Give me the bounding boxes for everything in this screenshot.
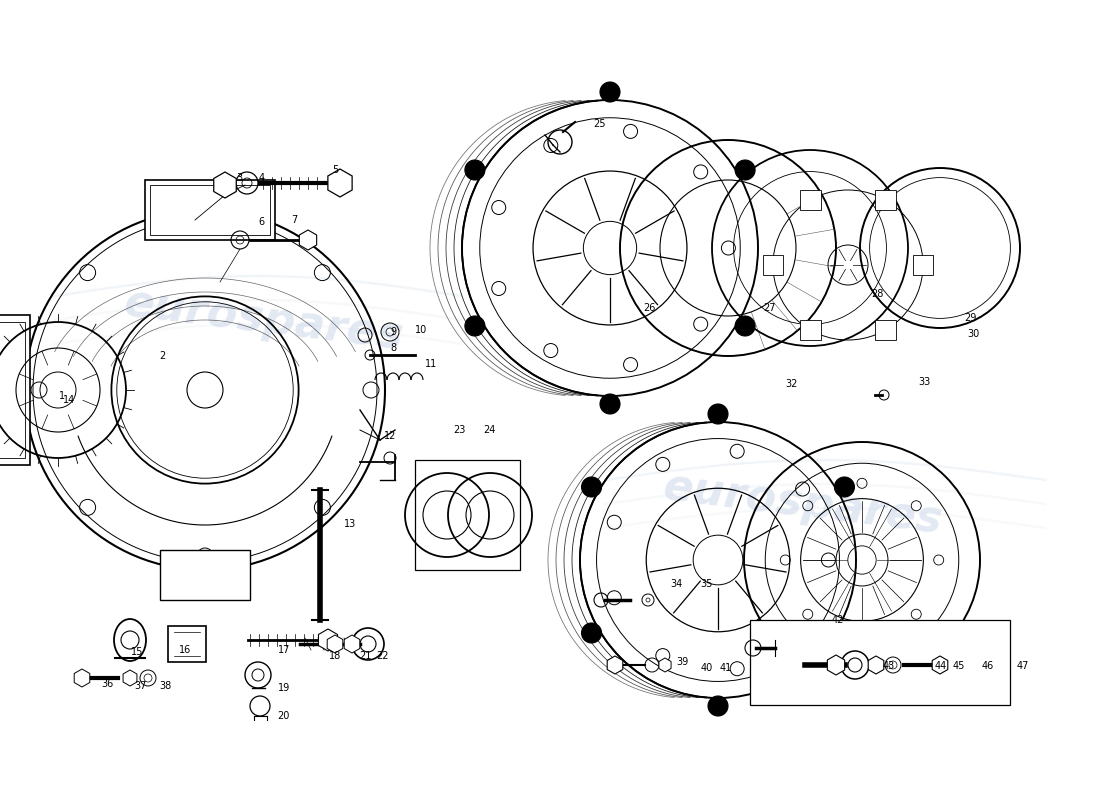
Text: 32: 32 xyxy=(785,379,799,389)
Text: 21: 21 xyxy=(359,651,372,661)
Bar xyxy=(168,626,206,662)
Bar xyxy=(145,180,275,240)
Text: 12: 12 xyxy=(384,431,397,441)
Text: 11: 11 xyxy=(425,359,438,369)
Text: 19: 19 xyxy=(277,683,290,693)
Bar xyxy=(150,185,270,235)
Text: 17: 17 xyxy=(277,645,290,654)
Circle shape xyxy=(708,696,728,716)
FancyBboxPatch shape xyxy=(800,320,821,340)
Text: 30: 30 xyxy=(967,330,980,339)
Text: 22: 22 xyxy=(376,651,389,661)
Text: 36: 36 xyxy=(101,679,114,689)
Text: 29: 29 xyxy=(964,314,977,323)
Text: 15: 15 xyxy=(131,647,144,657)
FancyBboxPatch shape xyxy=(876,190,895,210)
Circle shape xyxy=(465,316,485,336)
Circle shape xyxy=(582,623,602,643)
Text: 44: 44 xyxy=(934,661,947,670)
FancyBboxPatch shape xyxy=(913,254,933,275)
Text: 18: 18 xyxy=(329,651,342,661)
Text: 40: 40 xyxy=(700,663,713,673)
Text: 2: 2 xyxy=(160,351,166,361)
Bar xyxy=(160,550,250,600)
Text: 28: 28 xyxy=(871,290,884,299)
Text: 27: 27 xyxy=(763,303,777,313)
Circle shape xyxy=(735,316,755,336)
Text: 39: 39 xyxy=(675,658,689,667)
FancyBboxPatch shape xyxy=(876,320,895,340)
Text: 16: 16 xyxy=(178,645,191,654)
Circle shape xyxy=(708,404,728,424)
Text: 1: 1 xyxy=(58,391,65,401)
Text: 13: 13 xyxy=(343,519,356,529)
Circle shape xyxy=(582,477,602,497)
Text: 14: 14 xyxy=(63,395,76,405)
Text: 23: 23 xyxy=(453,426,466,435)
FancyBboxPatch shape xyxy=(800,190,821,210)
Circle shape xyxy=(465,160,485,180)
Text: 43: 43 xyxy=(882,661,895,670)
Bar xyxy=(0,322,25,458)
Text: 7: 7 xyxy=(292,215,298,225)
Text: 35: 35 xyxy=(700,579,713,589)
Text: 8: 8 xyxy=(390,343,397,353)
Bar xyxy=(0,315,30,465)
Text: 9: 9 xyxy=(390,327,397,337)
Text: 5: 5 xyxy=(332,165,339,174)
Text: 26: 26 xyxy=(642,303,656,313)
Text: 24: 24 xyxy=(483,426,496,435)
Text: eurospares: eurospares xyxy=(661,466,945,542)
Text: 41: 41 xyxy=(719,663,733,673)
Text: 37: 37 xyxy=(134,682,147,691)
Bar xyxy=(415,460,520,570)
Circle shape xyxy=(600,82,620,102)
Text: 3: 3 xyxy=(236,173,243,182)
Text: 33: 33 xyxy=(917,378,931,387)
Text: 38: 38 xyxy=(158,682,172,691)
Text: 25: 25 xyxy=(593,119,606,129)
Text: 34: 34 xyxy=(670,579,683,589)
Bar xyxy=(750,620,1010,705)
Text: 45: 45 xyxy=(953,661,966,670)
Circle shape xyxy=(835,477,855,497)
Circle shape xyxy=(735,160,755,180)
Text: 46: 46 xyxy=(981,661,994,670)
Text: 10: 10 xyxy=(415,325,428,334)
Text: 47: 47 xyxy=(1016,661,1030,670)
Text: 20: 20 xyxy=(277,711,290,721)
Text: 42: 42 xyxy=(832,615,845,625)
Text: eurospares: eurospares xyxy=(122,282,406,358)
Text: 6: 6 xyxy=(258,218,265,227)
Circle shape xyxy=(835,623,855,643)
Text: 4: 4 xyxy=(258,173,265,182)
FancyBboxPatch shape xyxy=(762,254,783,275)
Circle shape xyxy=(600,394,620,414)
